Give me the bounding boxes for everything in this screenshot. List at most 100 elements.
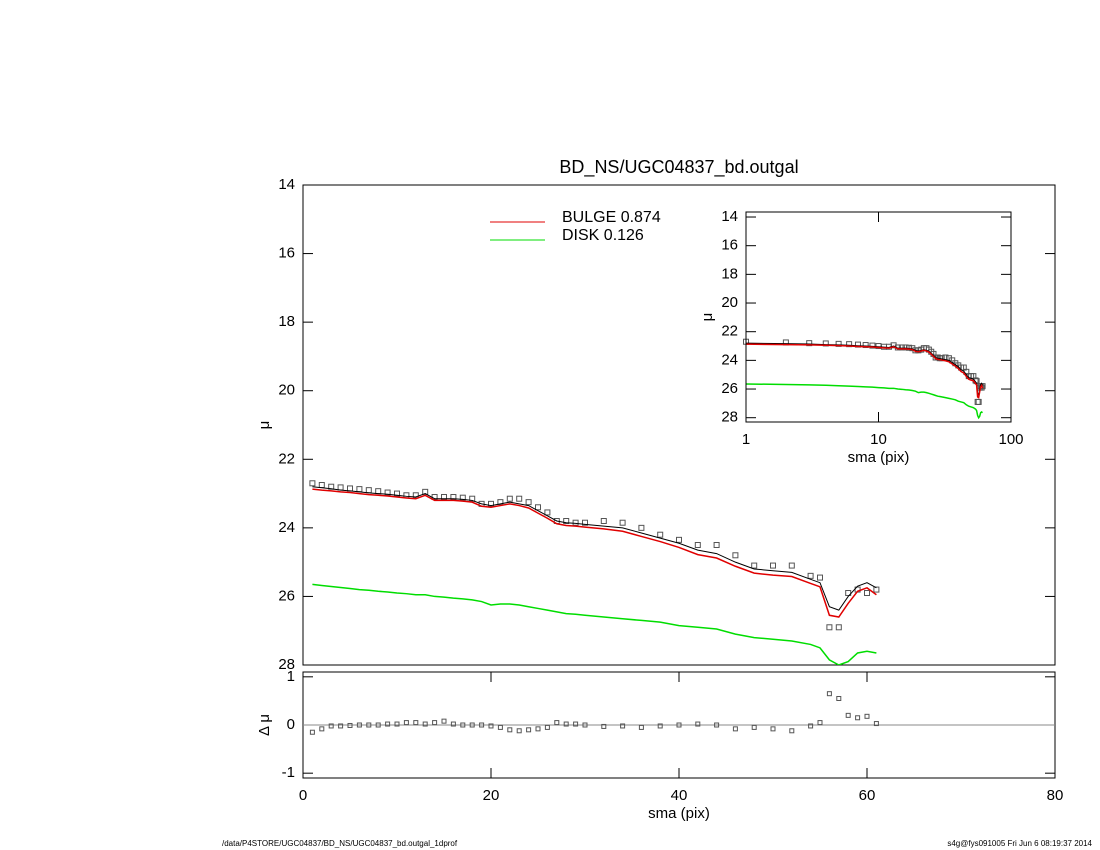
data-point — [337, 484, 344, 491]
series-line — [312, 486, 877, 611]
residual-point — [338, 723, 344, 729]
residual-point — [422, 721, 428, 727]
residual-point — [563, 721, 569, 727]
y-axis-label: μ — [699, 313, 716, 322]
legend-label: BULGE 0.874 — [562, 209, 661, 226]
residual-point — [488, 723, 494, 729]
data-point — [751, 562, 758, 569]
y-tick-label: 26 — [721, 380, 738, 397]
residual-point — [535, 726, 541, 732]
data-point — [450, 494, 457, 500]
data-point — [582, 519, 588, 526]
residual-point — [789, 728, 795, 734]
x-tick-label: 100 — [998, 431, 1023, 448]
residual-point — [366, 722, 372, 728]
data-point — [544, 509, 551, 516]
residual-point — [845, 712, 851, 718]
data-point — [600, 518, 607, 524]
footer-right: s4g@fys091005 Fri Jun 6 08:19:37 2014 — [947, 839, 1092, 848]
residual-point — [601, 723, 607, 729]
data-point — [657, 531, 664, 538]
residual-point — [714, 722, 720, 728]
residual-point — [657, 723, 663, 729]
residual-point — [347, 722, 353, 728]
data-point — [535, 504, 541, 511]
residual-point — [732, 726, 738, 732]
data-point — [318, 482, 325, 488]
data-point — [835, 340, 842, 347]
residual-point — [620, 723, 626, 729]
y-tick-label: 18 — [278, 313, 295, 330]
residual-point — [516, 728, 522, 734]
x-axis-label: sma (pix) — [848, 449, 910, 466]
x-tick-label: 1 — [742, 431, 750, 448]
data-point — [356, 486, 363, 493]
data-point — [394, 490, 400, 497]
residual-point — [855, 715, 861, 721]
y-tick-label: 26 — [278, 587, 295, 604]
data-point — [732, 552, 739, 559]
data-point — [869, 342, 876, 349]
residual-point — [544, 724, 550, 730]
y-tick-label: 28 — [278, 656, 295, 673]
residual-point — [356, 722, 362, 728]
plot-frame — [302, 184, 1056, 666]
data-point — [412, 492, 419, 499]
data-point — [902, 344, 909, 351]
data-point — [694, 542, 701, 548]
y-tick-label: 16 — [721, 237, 738, 254]
residual-point — [497, 724, 503, 730]
data-point — [864, 590, 870, 596]
data-point — [403, 492, 410, 499]
data-point — [826, 624, 833, 631]
y-axis-label: Δ μ — [256, 714, 273, 736]
y-tick-label: -1 — [282, 764, 295, 781]
data-point — [469, 495, 476, 502]
data-point — [497, 499, 504, 506]
residual-point — [554, 720, 560, 726]
data-point — [459, 494, 466, 501]
y-tick-label: 1 — [287, 668, 295, 685]
x-tick-label: 10 — [870, 431, 887, 448]
residual-point — [836, 696, 842, 701]
x-tick-label: 80 — [1047, 787, 1064, 804]
residual-point — [808, 723, 814, 729]
series-line — [746, 343, 984, 399]
residual-point — [751, 724, 757, 730]
residual-point — [319, 726, 325, 732]
data-point — [619, 519, 626, 526]
data-point — [384, 489, 391, 496]
residual-point — [441, 718, 447, 724]
x-axis-label: sma (pix) — [648, 805, 710, 822]
x-tick-label: 0 — [299, 787, 307, 804]
legend-label: DISK 0.126 — [562, 227, 644, 244]
series-line — [312, 583, 877, 665]
y-tick-label: 24 — [278, 519, 295, 536]
data-point — [862, 342, 869, 349]
y-tick-label: 22 — [721, 323, 738, 340]
y-tick-label: 18 — [721, 265, 738, 282]
residual-point — [309, 729, 315, 735]
residual-point — [826, 691, 832, 697]
data-point — [975, 398, 982, 405]
y-axis-label: μ — [256, 421, 273, 430]
data-point — [525, 499, 532, 506]
residual-point — [394, 721, 400, 727]
y-tick-label: 24 — [721, 351, 738, 368]
data-point — [563, 518, 570, 524]
residual-point — [817, 720, 823, 726]
data-point — [906, 344, 913, 351]
series-line — [312, 488, 877, 618]
residual-point — [873, 721, 879, 727]
data-point — [572, 519, 579, 526]
residual-point — [413, 720, 419, 726]
residual-point — [582, 722, 588, 728]
data-point — [506, 495, 513, 502]
residual-point — [864, 713, 870, 719]
data-point — [817, 574, 823, 581]
data-point — [375, 488, 382, 495]
residual-point — [403, 720, 409, 726]
chart-title: BD_NS/UGC04837_bd.outgal — [559, 157, 798, 178]
residual-point — [638, 724, 644, 730]
series-line — [746, 383, 984, 420]
